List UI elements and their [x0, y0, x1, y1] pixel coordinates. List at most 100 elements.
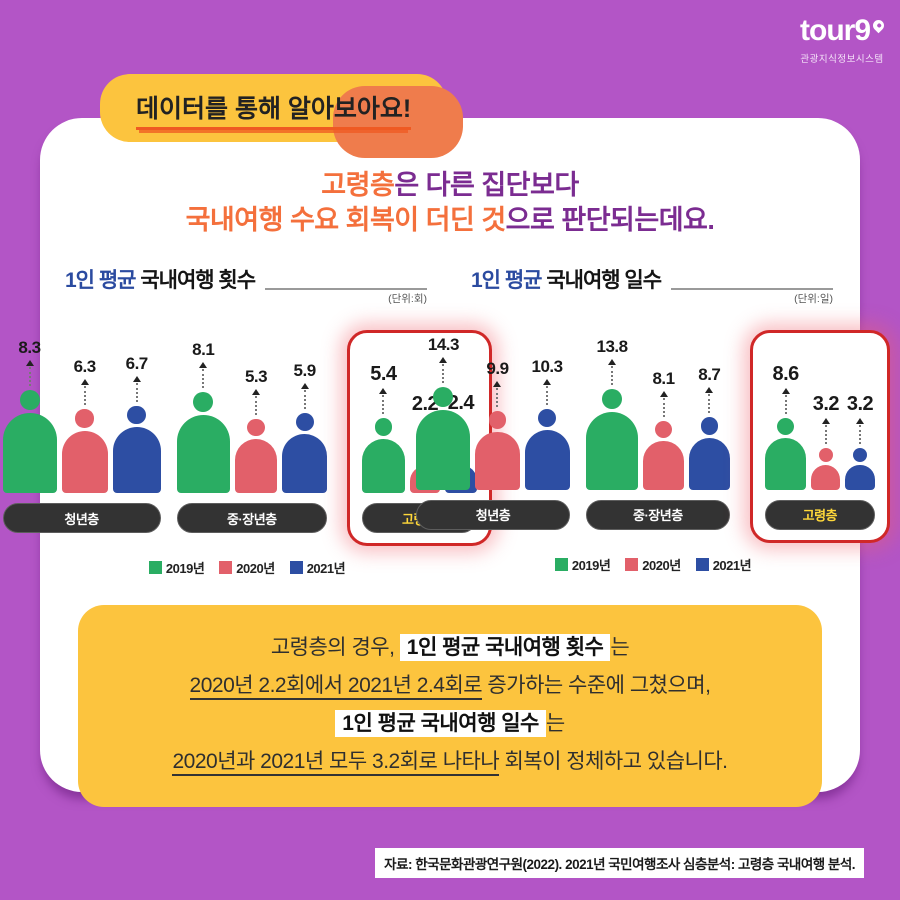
person-body — [282, 434, 327, 494]
person-body — [688, 437, 731, 490]
up-arrow-icon — [379, 388, 388, 394]
person-bars: 8.1 5.3 5.9 — [176, 340, 327, 494]
person-head — [193, 392, 214, 413]
person-bars: 8.6 3.2 3.2 — [765, 363, 875, 490]
chart-title-main: 국내여행 횟수 — [135, 269, 256, 292]
person-bar — [112, 405, 161, 494]
legend-item: 2019년 — [554, 555, 611, 574]
person-body — [416, 409, 471, 490]
value-label: 13.8 — [596, 337, 628, 357]
chart-header: 1인 평균 국내여행 횟수 (단위:회) — [65, 264, 429, 305]
legend-swatch — [219, 561, 233, 575]
dotted-arrow-line — [442, 363, 445, 383]
value-label: 14.3 — [427, 334, 460, 354]
callout-line-2: 2020년 2.2회에서 2021년 2.4회로 증가하는 수준에 그쳤으며, — [88, 667, 812, 705]
content-card: 고령층은 다른 집단보다 국내여행 수요 회복이 더딘 것으로 판단되는데요. … — [2, 118, 890, 808]
chart-group: 8.3 6.3 6.7 청년층 — [2, 338, 161, 534]
person-bar — [845, 447, 875, 490]
person-body — [176, 415, 230, 494]
person-head — [75, 409, 94, 428]
person-head — [852, 447, 868, 463]
person-head — [818, 447, 834, 463]
person-bar — [811, 447, 841, 490]
value-label: 8.1 — [192, 340, 215, 360]
value-label: 5.4 — [370, 363, 397, 385]
value-label: 8.7 — [698, 365, 721, 385]
dotted-arrow-line — [28, 367, 31, 387]
legend-label: 2021년 — [306, 561, 346, 577]
up-arrow-icon — [781, 388, 790, 394]
value-label: 3.2 — [846, 392, 874, 415]
person-body — [361, 438, 405, 494]
data-point: 8.7 — [688, 365, 731, 490]
dotted-arrow-line — [708, 394, 711, 414]
person-bar — [416, 386, 471, 490]
tourgo-logo: tour9 관광지식정보시스템 — [800, 16, 887, 65]
chart-group-highlighted: 8.6 3.2 3.2 고령층 — [750, 330, 890, 543]
chart-groups: 14.3 9.9 10.3 청년층 13.8 8.1 8.7 중·장년층 8.6 3.2 3.2 고령… — [416, 330, 890, 543]
legend-label: 2021년 — [712, 557, 752, 573]
data-point: 6.7 — [112, 353, 161, 494]
person-body — [475, 431, 520, 490]
callout-line-4: 2020년과 2021년 모두 3.2회로 나타나 회복이 정체하고 있습니다. — [88, 743, 812, 781]
up-arrow-icon — [543, 378, 552, 385]
up-arrow-icon — [659, 390, 668, 397]
callout-text: 회복이 정체하고 있습니다. — [499, 750, 728, 774]
value-label: 5.9 — [293, 361, 317, 381]
data-point: 8.6 — [765, 363, 807, 490]
person-head — [777, 418, 795, 436]
chart-title-rule — [265, 288, 427, 290]
legend-swatch — [695, 557, 709, 571]
location-pin-icon — [870, 17, 887, 33]
dotted-arrow-line — [496, 387, 499, 407]
person-bar — [61, 409, 108, 494]
person-body — [811, 465, 841, 490]
person-body — [2, 413, 57, 494]
person-bar — [361, 418, 405, 494]
value-label: 6.7 — [125, 353, 149, 373]
person-head — [538, 408, 557, 427]
chart-title-main: 국내여행 일수 — [541, 269, 662, 292]
legend-label: 2020년 — [236, 561, 275, 577]
value-label: 8.6 — [772, 363, 800, 385]
dotted-arrow-line — [824, 424, 827, 444]
callout-text: 증가하는 수준에 그쳤으며, — [482, 674, 711, 698]
value-label: 5.3 — [244, 366, 268, 386]
main-title: 고령층은 다른 집단보다 국내여행 수요 회복이 더딘 것으로 판단되는데요. — [74, 168, 826, 238]
up-arrow-icon — [80, 379, 89, 386]
dotted-arrow-line — [611, 366, 614, 386]
person-body — [61, 430, 108, 494]
person-bars: 8.3 6.3 6.7 — [2, 338, 161, 494]
banner-text: 데이터를 통해 알아보아요! — [136, 95, 412, 130]
category-pill: 고령층 — [765, 499, 875, 530]
logo-subtitle: 관광지식정보시스템 — [800, 54, 884, 65]
person-bar — [643, 420, 684, 490]
up-arrow-icon — [132, 375, 141, 382]
person-bar — [176, 392, 230, 494]
callout-text: 는 — [545, 712, 565, 736]
data-point: 8.1 — [176, 340, 230, 494]
title-highlight-2: 국내여행 수요 회복이 더딘 것 — [185, 205, 507, 235]
legend-label: 2020년 — [642, 557, 681, 573]
chart-trip-days: 1인 평균 국내여행 일수 (단위:일) 14.3 9.9 10.3 청년층 13.8 8… — [416, 264, 890, 577]
data-point: 3.2 — [811, 392, 841, 490]
chart-legend: 2019년 2020년 2021년 — [467, 555, 839, 574]
charts-row: 1인 평균 국내여행 횟수 (단위:회) 8.3 6.3 6.7 청년층 8.1 5.3 5… — [2, 264, 890, 577]
dotted-arrow-line — [662, 397, 665, 417]
tourgo-logo-text: tour9 — [800, 16, 887, 46]
summary-callout: 고령층의 경우, 1인 평균 국내여행 횟수 는 2020년 2.2회에서 202… — [78, 605, 822, 808]
chart-title-prefix: 1인 평균 — [65, 269, 136, 292]
person-body — [234, 439, 278, 494]
chart-unit-label: (단위:일) — [794, 293, 833, 305]
chart-header: 1인 평균 국내여행 일수 (단위:일) — [471, 264, 835, 305]
person-body — [585, 412, 639, 490]
person-body — [643, 440, 684, 490]
callout-line-1: 고령층의 경우, 1인 평균 국내여행 횟수 는 — [88, 629, 812, 667]
person-bar — [234, 418, 278, 494]
value-label: 10.3 — [531, 356, 564, 376]
dotted-arrow-line — [784, 395, 787, 414]
value-label: 3.2 — [812, 392, 840, 415]
title-rest-2: 으로 판단되는데요. — [505, 205, 715, 235]
data-point: 6.3 — [61, 357, 108, 494]
